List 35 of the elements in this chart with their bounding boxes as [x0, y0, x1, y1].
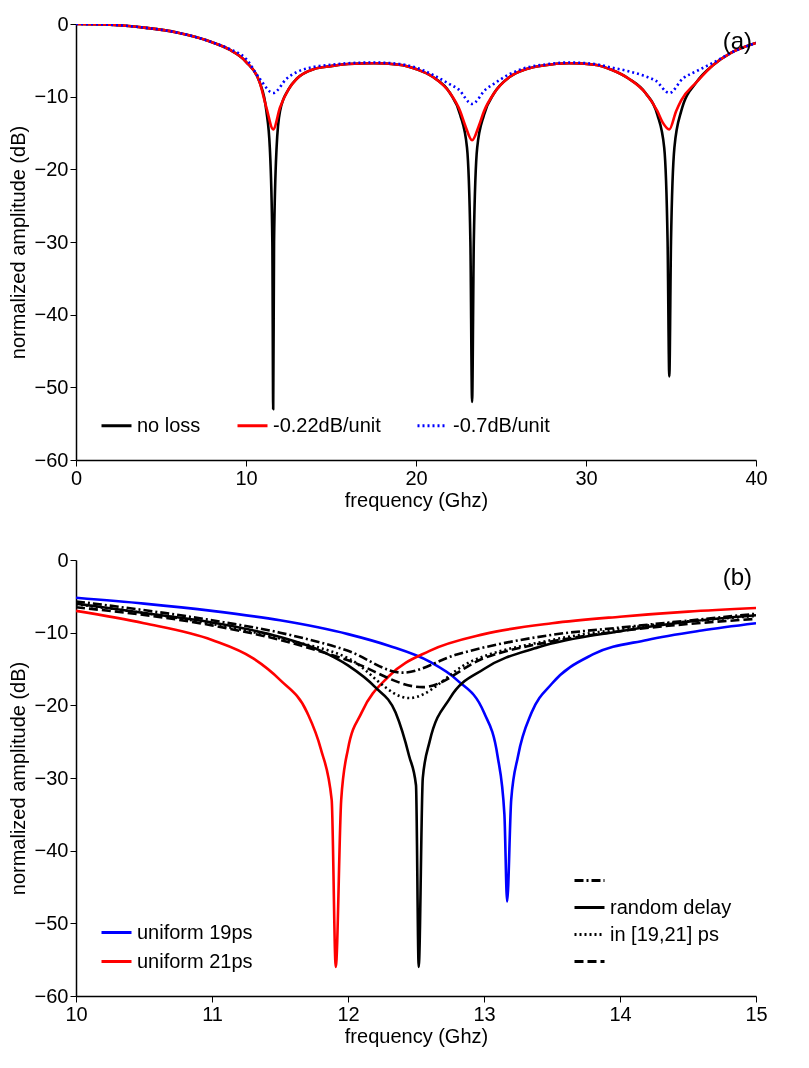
- x-tick-label: 40: [745, 466, 768, 489]
- y-tick-label: 0: [57, 548, 69, 571]
- legend-label: -0.7dB/unit: [453, 413, 551, 436]
- x-tick-label: 11: [202, 1002, 223, 1025]
- y-tick-label: 0: [57, 12, 69, 35]
- x-tick-label: 10: [235, 466, 258, 489]
- y-tick-label: −20: [34, 693, 69, 716]
- x-tick-label: 13: [473, 1002, 496, 1025]
- x-tick-label: 15: [745, 1002, 768, 1025]
- legend-label: uniform 19ps: [137, 920, 253, 943]
- legend-label: no loss: [137, 413, 201, 436]
- y-tick-label: −30: [34, 230, 69, 253]
- legend-label: in [19,21] ps: [610, 922, 719, 945]
- y-tick-label: −20: [34, 157, 69, 180]
- x-axis-title: frequency (Ghz): [344, 1024, 489, 1047]
- y-tick-label: −40: [34, 303, 69, 326]
- x-tick-label: 12: [337, 1002, 360, 1025]
- legend-label: uniform 21ps: [137, 949, 253, 972]
- y-tick-label: −60: [34, 448, 69, 471]
- x-tick-label: 30: [575, 466, 598, 489]
- x-axis-title: frequency (Ghz): [344, 488, 489, 511]
- annotation: (b): [722, 563, 752, 590]
- annotation: (a): [722, 27, 752, 54]
- x-tick-label: 14: [609, 1002, 632, 1025]
- legend-label: random delay: [610, 895, 732, 918]
- y-axis-title: normalized amplitude (dB): [6, 661, 29, 896]
- x-tick-label: 20: [405, 466, 428, 489]
- y-tick-label: −10: [34, 85, 69, 108]
- y-tick-label: −40: [34, 839, 69, 862]
- y-tick-label: −30: [34, 766, 69, 789]
- y-tick-label: −50: [34, 375, 69, 398]
- legend-label: -0.22dB/unit: [273, 413, 382, 436]
- y-axis-title: normalized amplitude (dB): [6, 125, 29, 360]
- y-tick-label: −10: [34, 621, 69, 644]
- y-tick-label: −50: [34, 911, 69, 934]
